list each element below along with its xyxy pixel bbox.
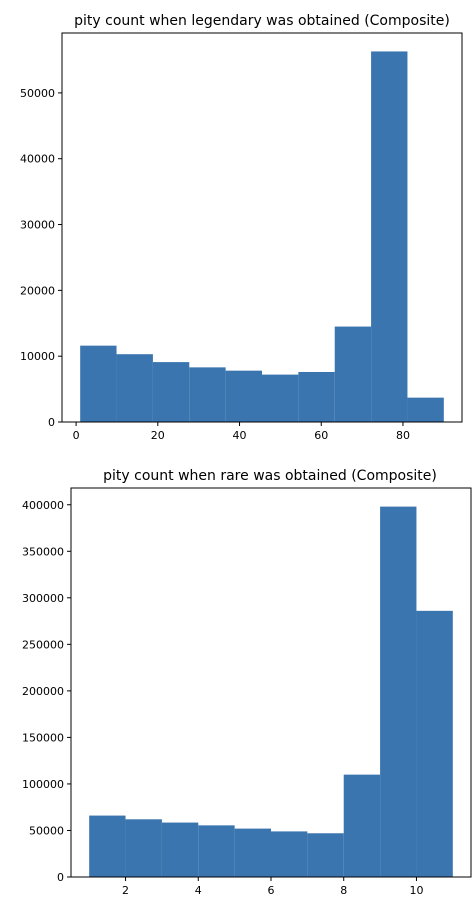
y-tick-label: 20000 bbox=[20, 284, 55, 297]
y-tick-label: 50000 bbox=[29, 824, 64, 837]
histogram-bar bbox=[371, 51, 408, 422]
x-tick-label: 8 bbox=[340, 884, 347, 897]
histogram-bar bbox=[189, 367, 226, 422]
chart-title: pity count when rare was obtained (Compo… bbox=[103, 468, 437, 484]
plot-frame bbox=[61, 32, 463, 423]
histogram-bar bbox=[298, 371, 335, 422]
histogram-bar bbox=[416, 610, 453, 877]
histogram-bar bbox=[116, 354, 153, 422]
y-tick-label: 400000 bbox=[22, 499, 64, 512]
legendary-pity-histogram: pity count when legendary was obtained (… bbox=[20, 13, 463, 442]
x-tick-label: 6 bbox=[268, 884, 275, 897]
x-tick-label: 4 bbox=[195, 884, 202, 897]
histogram-bar bbox=[225, 370, 262, 422]
y-axis: 0 10000 20000 30000 40000 50000 bbox=[20, 87, 62, 429]
y-tick-label: 30000 bbox=[20, 219, 55, 232]
histogram-bar bbox=[198, 825, 235, 877]
histogram-bar bbox=[262, 374, 299, 422]
bars bbox=[89, 506, 453, 877]
x-axis: 0 20 40 60 80 bbox=[73, 422, 410, 442]
y-tick-label: 40000 bbox=[20, 153, 55, 166]
x-axis: 2 4 6 8 10 bbox=[122, 877, 423, 897]
y-axis: 0 50000 100000 150000 200000 250000 300000 3500… bbox=[22, 499, 71, 884]
histogram-bar bbox=[271, 831, 308, 877]
x-tick-label: 10 bbox=[409, 884, 423, 897]
histogram-bar bbox=[89, 815, 126, 877]
histogram-bar bbox=[80, 345, 117, 422]
histogram-bar bbox=[343, 774, 381, 877]
chart-title: pity count when legendary was obtained (… bbox=[74, 13, 450, 29]
y-tick-label: 250000 bbox=[22, 638, 64, 651]
y-tick-label: 0 bbox=[57, 871, 64, 884]
histogram-bar bbox=[407, 397, 444, 422]
y-tick-label: 50000 bbox=[20, 87, 55, 100]
x-tick-label: 0 bbox=[73, 429, 80, 442]
histogram-bar bbox=[152, 362, 190, 422]
rare-pity-histogram: pity count when rare was obtained (Compo… bbox=[22, 468, 472, 897]
x-tick-label: 20 bbox=[151, 429, 165, 442]
histogram-bar bbox=[307, 833, 344, 877]
y-tick-label: 10000 bbox=[20, 350, 55, 363]
x-tick-label: 40 bbox=[233, 429, 247, 442]
y-tick-label: 350000 bbox=[22, 545, 64, 558]
x-tick-label: 2 bbox=[122, 884, 129, 897]
histogram-bar bbox=[334, 326, 372, 422]
y-tick-label: 100000 bbox=[22, 778, 64, 791]
y-tick-label: 200000 bbox=[22, 685, 64, 698]
histogram-bar bbox=[125, 819, 162, 877]
x-tick-label: 80 bbox=[396, 429, 410, 442]
x-tick-label: 60 bbox=[314, 429, 328, 442]
histogram-bar bbox=[380, 506, 417, 877]
y-tick-label: 0 bbox=[48, 416, 55, 429]
bars bbox=[80, 51, 444, 422]
y-tick-label: 300000 bbox=[22, 592, 64, 605]
histogram-bar bbox=[161, 822, 199, 877]
y-tick-label: 150000 bbox=[22, 731, 64, 744]
histogram-bar bbox=[234, 828, 271, 877]
